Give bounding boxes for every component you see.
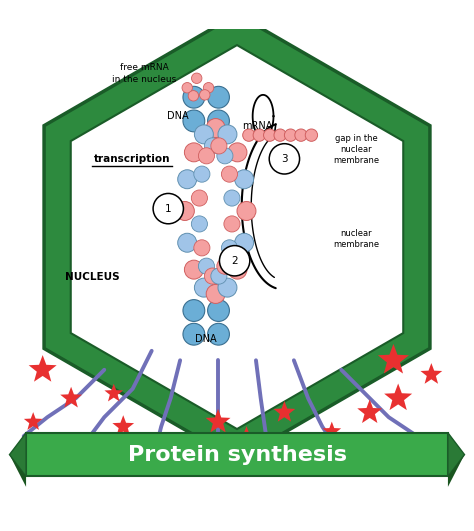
Circle shape <box>295 129 307 141</box>
Polygon shape <box>322 422 341 439</box>
Circle shape <box>219 246 250 276</box>
Circle shape <box>182 82 192 93</box>
Circle shape <box>228 260 247 279</box>
Circle shape <box>183 110 205 132</box>
Circle shape <box>206 285 225 303</box>
Circle shape <box>194 125 213 144</box>
Polygon shape <box>206 409 230 432</box>
Circle shape <box>184 260 203 279</box>
Circle shape <box>194 166 210 182</box>
Text: nuclear
membrane: nuclear membrane <box>333 229 380 250</box>
Polygon shape <box>378 344 409 373</box>
Polygon shape <box>357 399 382 423</box>
Circle shape <box>211 268 227 284</box>
Text: gap in the
nuclear
membrane: gap in the nuclear membrane <box>333 134 380 165</box>
Circle shape <box>183 323 205 345</box>
Circle shape <box>153 193 183 224</box>
Text: free mRNA
in the nucleus: free mRNA in the nucleus <box>112 64 177 83</box>
FancyBboxPatch shape <box>26 433 448 476</box>
Circle shape <box>194 278 213 297</box>
Circle shape <box>228 143 247 162</box>
Circle shape <box>208 323 229 345</box>
Circle shape <box>235 170 254 189</box>
Circle shape <box>208 87 229 108</box>
Polygon shape <box>44 14 430 460</box>
Text: 2: 2 <box>231 256 238 266</box>
Circle shape <box>211 138 227 154</box>
Circle shape <box>274 129 286 141</box>
Polygon shape <box>420 363 442 384</box>
Polygon shape <box>9 433 26 476</box>
Circle shape <box>191 73 202 83</box>
Text: DNA: DNA <box>167 111 189 121</box>
Circle shape <box>218 278 237 297</box>
Circle shape <box>200 90 210 100</box>
Circle shape <box>191 216 208 232</box>
Polygon shape <box>273 401 295 422</box>
Polygon shape <box>112 415 134 436</box>
Circle shape <box>218 125 237 144</box>
Circle shape <box>224 190 240 206</box>
Circle shape <box>253 129 265 141</box>
Circle shape <box>243 129 255 141</box>
Circle shape <box>206 118 225 138</box>
Circle shape <box>204 268 220 284</box>
Circle shape <box>217 148 233 164</box>
Text: transcription: transcription <box>93 154 170 164</box>
Polygon shape <box>104 384 123 401</box>
Circle shape <box>194 240 210 256</box>
Circle shape <box>221 166 237 182</box>
Polygon shape <box>283 439 305 460</box>
Circle shape <box>235 233 254 252</box>
Circle shape <box>203 82 214 93</box>
Polygon shape <box>448 433 465 476</box>
Polygon shape <box>60 387 82 407</box>
Circle shape <box>175 201 194 220</box>
Circle shape <box>183 299 205 321</box>
Circle shape <box>264 129 276 141</box>
Polygon shape <box>9 455 26 487</box>
Polygon shape <box>232 426 261 453</box>
Text: mRNA: mRNA <box>242 121 273 131</box>
Circle shape <box>178 233 197 252</box>
Circle shape <box>178 170 197 189</box>
Polygon shape <box>163 433 188 456</box>
Circle shape <box>208 299 229 321</box>
Circle shape <box>184 143 203 162</box>
Circle shape <box>204 138 220 154</box>
Text: NUCLEUS: NUCLEUS <box>65 272 120 282</box>
Text: Protein synthesis: Protein synthesis <box>128 444 346 465</box>
Circle shape <box>237 201 256 220</box>
Circle shape <box>208 110 229 132</box>
Text: 1: 1 <box>165 203 172 213</box>
Circle shape <box>217 258 233 274</box>
Circle shape <box>224 216 240 232</box>
Circle shape <box>191 190 208 206</box>
Circle shape <box>199 148 215 164</box>
Polygon shape <box>384 383 412 410</box>
Text: DNA: DNA <box>195 334 217 344</box>
Circle shape <box>183 87 205 108</box>
Text: 3: 3 <box>281 154 288 164</box>
Polygon shape <box>24 412 43 430</box>
Polygon shape <box>28 355 57 382</box>
Circle shape <box>284 129 297 141</box>
Circle shape <box>199 258 215 274</box>
Circle shape <box>269 144 300 174</box>
Circle shape <box>221 240 237 256</box>
Polygon shape <box>71 45 403 429</box>
Circle shape <box>305 129 318 141</box>
Polygon shape <box>448 455 465 487</box>
Circle shape <box>188 91 199 101</box>
